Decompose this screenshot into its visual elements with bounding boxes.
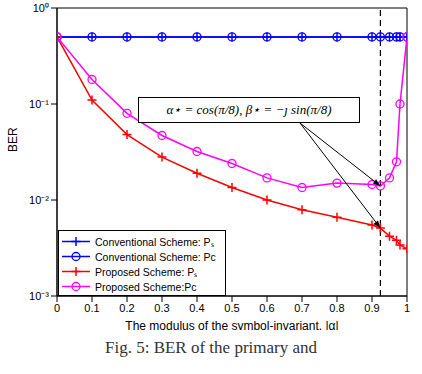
svg-text:The modulus of the symbol-inva: The modulus of the symbol-invariant, |α|	[125, 319, 338, 330]
svg-text:10⁰: 10⁰	[33, 2, 49, 14]
svg-text:0.5: 0.5	[224, 302, 239, 314]
svg-text:0.7: 0.7	[294, 302, 309, 314]
svg-text:0.6: 0.6	[259, 302, 274, 314]
svg-text:10⁻¹: 10⁻¹	[29, 98, 49, 110]
svg-text:0.3: 0.3	[154, 302, 169, 314]
html-text:Conventional Scheme: Pₛ: Conventional Scheme: Pₛ	[95, 235, 214, 248]
svg-text:10⁻²: 10⁻²	[29, 194, 49, 206]
html-text:Proposed Scheme: Pₛ: Proposed Scheme: Pₛ	[95, 265, 198, 278]
svg-text:0.9: 0.9	[364, 302, 379, 314]
svg-text:0.4: 0.4	[189, 302, 204, 314]
svg-text:1: 1	[404, 302, 410, 314]
svg-text:BER: BER	[8, 127, 20, 152]
svg-text:10⁻³: 10⁻³	[29, 290, 49, 302]
svg-text:0: 0	[54, 302, 60, 314]
html-text:Proposed Scheme:Pc: Proposed Scheme:Pc	[95, 280, 197, 293]
svg-text:0.2: 0.2	[119, 302, 134, 314]
html-text:Conventional Scheme: Pc: Conventional Scheme: Pc	[95, 250, 216, 263]
html-text:Fig. 5: BER of the primary and: Fig. 5: BER of the primary and	[105, 338, 317, 357]
svg-text:0.1: 0.1	[84, 302, 99, 314]
svg-text:0.8: 0.8	[329, 302, 344, 314]
html-text:α⋆ = cos(π/8), β⋆ = −ȷ sin(π/8: α⋆ = cos(π/8), β⋆ = −ȷ sin(π/8)	[166, 102, 332, 117]
